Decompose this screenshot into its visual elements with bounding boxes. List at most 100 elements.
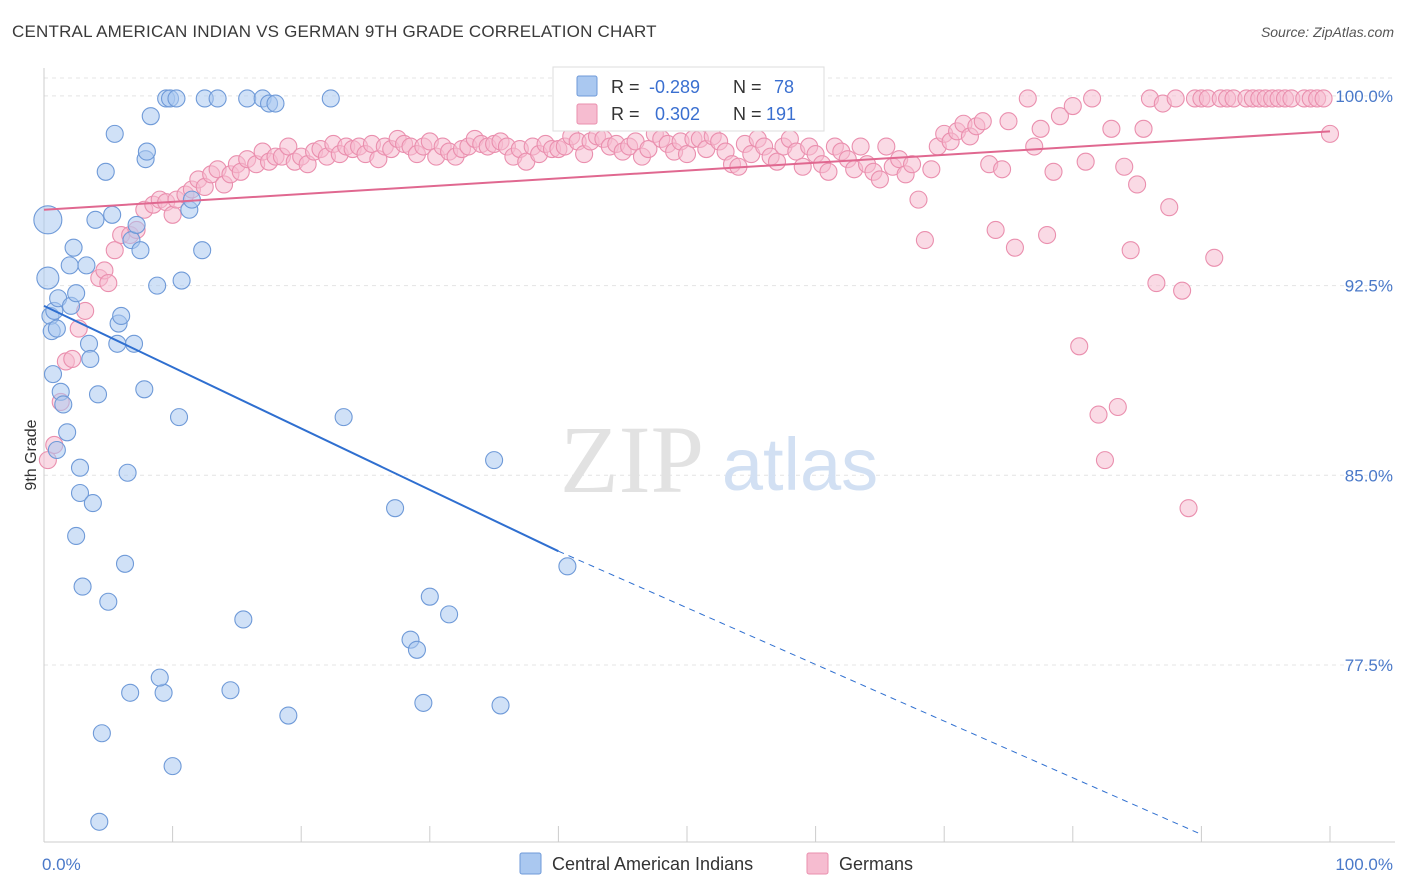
data-point bbox=[1038, 225, 1057, 245]
data-point bbox=[60, 256, 79, 275]
data-point bbox=[877, 137, 896, 156]
data-point bbox=[141, 107, 160, 126]
data-point bbox=[238, 89, 257, 108]
data-point bbox=[915, 231, 934, 250]
data-point bbox=[90, 812, 109, 831]
data-point bbox=[67, 526, 86, 546]
x-tick-label: 0.0% bbox=[42, 855, 81, 874]
data-point bbox=[870, 170, 889, 189]
data-point bbox=[993, 160, 1012, 179]
data-point bbox=[33, 205, 63, 235]
data-point bbox=[131, 241, 150, 260]
x-tick-label: 100.0% bbox=[1335, 855, 1393, 874]
data-point bbox=[1025, 137, 1044, 156]
data-point bbox=[96, 162, 115, 181]
data-point bbox=[79, 334, 99, 353]
data-point bbox=[47, 319, 66, 338]
data-point bbox=[1005, 238, 1024, 257]
data-point bbox=[1166, 89, 1185, 108]
data-point bbox=[334, 408, 353, 427]
data-point bbox=[851, 137, 870, 156]
y-axis-label: 9th Grade bbox=[23, 419, 40, 490]
data-point bbox=[414, 693, 433, 712]
data-point bbox=[105, 241, 124, 260]
data-point bbox=[639, 139, 658, 159]
legend-n-label: N = bbox=[733, 104, 762, 124]
data-point bbox=[121, 683, 140, 702]
data-point bbox=[154, 683, 173, 702]
series-legend-swatch-blue bbox=[519, 852, 542, 875]
data-point bbox=[135, 380, 154, 399]
series-legend-swatch-pink bbox=[806, 852, 829, 875]
data-point bbox=[1102, 119, 1121, 138]
data-point bbox=[793, 157, 812, 176]
data-point bbox=[163, 205, 182, 224]
data-point bbox=[1314, 89, 1333, 108]
y-tick-label: 77.5% bbox=[1345, 656, 1393, 675]
data-point bbox=[279, 706, 298, 725]
data-point bbox=[440, 605, 459, 624]
data-point bbox=[67, 284, 86, 303]
data-point bbox=[47, 440, 66, 460]
data-point bbox=[420, 587, 439, 606]
data-point bbox=[99, 274, 118, 293]
legend-r-value: 0.302 bbox=[655, 104, 700, 124]
legend-n-value: 191 bbox=[766, 104, 796, 124]
data-point bbox=[118, 463, 137, 482]
legend-n-label: N = bbox=[733, 77, 762, 97]
series-legend: Central American Indians Germans bbox=[519, 852, 913, 875]
chart-title: CENTRAL AMERICAN INDIAN VS GERMAN 9TH GR… bbox=[12, 22, 657, 41]
central-american-indian-points bbox=[33, 89, 577, 831]
data-point bbox=[70, 483, 90, 503]
data-point bbox=[63, 349, 82, 369]
y-tick-label: 85.0% bbox=[1345, 466, 1393, 485]
data-point bbox=[115, 554, 135, 573]
data-point bbox=[1134, 119, 1153, 138]
data-point bbox=[999, 112, 1018, 131]
data-point bbox=[1031, 119, 1050, 138]
data-point bbox=[36, 266, 60, 290]
data-point bbox=[83, 494, 102, 513]
legend-r-value: -0.289 bbox=[649, 77, 700, 97]
data-point bbox=[112, 306, 131, 326]
data-point bbox=[1083, 89, 1102, 108]
data-point bbox=[1050, 107, 1069, 126]
axes: 77.5% 85.0% 92.5% 100.0% 0.0% 100.0% bbox=[42, 68, 1395, 874]
watermark-zip: ZIP bbox=[560, 406, 704, 513]
data-point bbox=[1160, 198, 1179, 217]
data-point bbox=[208, 89, 227, 108]
y-tick-label: 100.0% bbox=[1335, 87, 1393, 106]
data-point bbox=[127, 215, 146, 234]
data-point bbox=[73, 577, 92, 596]
data-point bbox=[279, 137, 298, 156]
data-point bbox=[169, 408, 189, 427]
data-point bbox=[99, 592, 118, 611]
data-point bbox=[1070, 337, 1089, 356]
data-point bbox=[986, 220, 1005, 240]
data-point bbox=[922, 160, 941, 179]
series-legend-label: Central American Indians bbox=[552, 854, 753, 874]
legend-swatch-pink bbox=[576, 103, 598, 125]
data-point bbox=[58, 423, 77, 442]
data-point bbox=[767, 152, 787, 171]
y-tick-label: 92.5% bbox=[1345, 277, 1393, 296]
data-point bbox=[1173, 281, 1192, 300]
data-point bbox=[77, 256, 96, 275]
data-point bbox=[70, 458, 90, 477]
legend-r-label: R = bbox=[611, 104, 640, 124]
data-point bbox=[1044, 162, 1063, 181]
data-point bbox=[105, 124, 124, 143]
data-point bbox=[167, 89, 186, 108]
watermark-atlas: atlas bbox=[722, 423, 878, 506]
series-legend-label: Germans bbox=[839, 854, 913, 874]
data-point bbox=[137, 142, 156, 161]
data-point bbox=[1128, 175, 1147, 194]
data-point bbox=[43, 365, 63, 384]
data-point bbox=[86, 210, 105, 229]
data-point bbox=[1063, 97, 1082, 116]
data-point bbox=[172, 271, 191, 290]
data-point bbox=[819, 162, 838, 181]
legend-n-value: 78 bbox=[774, 77, 794, 97]
data-point bbox=[103, 205, 122, 224]
